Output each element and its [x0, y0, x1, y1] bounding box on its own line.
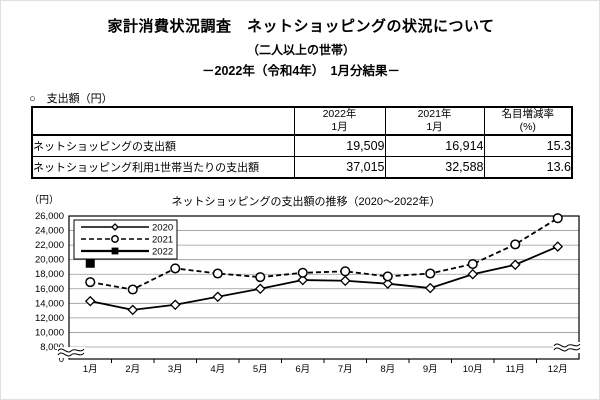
row-label-total: ネットショッピングの支出額	[31, 134, 295, 157]
series-2021-line	[90, 217, 559, 291]
x-tick-label: 7月	[338, 364, 353, 375]
table-header-rate: 名目増減率 (%)	[483, 106, 573, 136]
page-subtitle-period: －2022年（令和4年） 1月分結果－	[202, 64, 400, 78]
table-header-row: 2022年 1月 2021年 1月 名目増減率 (%)	[31, 106, 573, 136]
series-2020-marker	[424, 282, 436, 294]
series-2021-marker	[255, 272, 266, 283]
y-tick-label: 14,000	[35, 298, 64, 309]
row-total-rate: 15.3	[483, 134, 573, 157]
series-2020-marker	[127, 304, 139, 316]
legend-marker-2020	[111, 223, 119, 231]
series-2020-marker	[297, 274, 309, 286]
axis-break-right-icon	[553, 342, 581, 353]
series-2021-marker	[212, 268, 223, 279]
series-2020-marker	[84, 295, 96, 307]
row-per-household-2022: 37,015	[293, 156, 386, 179]
row-per-household-rate: 13.6	[483, 156, 573, 179]
series-2021-marker	[467, 258, 478, 270]
x-tick-label: 8月	[380, 364, 395, 375]
y-tick-label: 12,000	[35, 313, 64, 324]
series-2020-marker	[212, 291, 224, 303]
x-tick-label: 1月	[83, 364, 98, 375]
series-2021-marker	[425, 268, 436, 279]
x-tick-label: 6月	[295, 364, 310, 375]
chart-title: ネットショッピングの支出額の推移（2020～2022年）	[172, 194, 441, 208]
series-2020-marker	[339, 275, 351, 287]
x-tick-label: 2月	[125, 364, 140, 375]
header-2021-year: 2021年	[417, 108, 452, 121]
expenditure-table: 2022年 1月 2021年 1月 名目増減率 (%) ネットショッピングの支出…	[31, 106, 573, 179]
series-2021-marker	[552, 213, 563, 224]
table-header-2021: 2021年 1月	[384, 106, 485, 136]
x-tick-label: 5月	[253, 364, 268, 375]
table-row: ネットショッピングの支出額 19,509 16,914 15.3	[31, 134, 573, 157]
axis-break-right-icon	[553, 347, 581, 352]
table-row: ネットショッピング利用1世帯当たりの支出額 37,015 32,588 13.6	[31, 156, 573, 179]
series-2020-marker	[552, 241, 564, 252]
x-tick-label: 4月	[210, 364, 225, 375]
header-2021-month: 1月	[426, 121, 443, 133]
axis-break-left-icon	[57, 347, 85, 358]
series-2020-marker	[509, 259, 521, 271]
y-tick-label: 16,000	[35, 284, 64, 295]
row-total-2021: 16,914	[384, 134, 485, 157]
axis-break-left-icon	[57, 352, 85, 357]
series-2020-marker	[467, 268, 479, 280]
series-2021-marker	[510, 239, 521, 250]
x-tick-label: 9月	[423, 364, 438, 375]
header-2022-year: 2022年	[322, 108, 357, 121]
expenditure-section-label: ○ 支出額（円）	[29, 93, 113, 105]
y-tick-label: 24,000	[35, 226, 64, 237]
row-total-2022: 19,509	[293, 134, 386, 157]
header-rate-title: 名目増減率	[501, 108, 555, 121]
series-2020-line	[90, 245, 559, 311]
series-2020-marker	[254, 283, 266, 295]
series-2021-marker	[382, 271, 393, 282]
legend-label-2020: 2020	[152, 223, 173, 234]
y-tick-label: 26,000	[35, 211, 64, 222]
y-tick-label: 10,000	[35, 327, 64, 338]
y-tick-label: 8,000	[40, 342, 64, 353]
legend-marker-2021	[111, 235, 119, 243]
header-rate-unit: (%)	[519, 121, 536, 133]
series-2021-marker	[170, 263, 181, 274]
series-2020-marker	[169, 299, 181, 311]
legend-marker-2022	[111, 247, 119, 255]
header-2022-month: 1月	[331, 121, 348, 133]
legend-label-2021: 2021	[152, 235, 173, 246]
row-label-per-household: ネットショッピング利用1世帯当たりの支出額	[31, 156, 295, 179]
table-corner-cell	[31, 106, 295, 136]
y-tick-label: 22,000	[35, 240, 64, 251]
y-axis-unit-label: （円）	[29, 194, 59, 206]
y-tick-label: 20,000	[35, 255, 64, 266]
row-per-household-2021: 32,588	[384, 156, 485, 179]
page-subtitle-household: （二人以上の世帯）	[246, 43, 355, 57]
page-title: 家計消費状況調査 ネットショッピングの状況について	[107, 18, 495, 35]
legend-label-2022: 2022	[152, 247, 173, 258]
x-tick-label: 11月	[506, 364, 525, 375]
x-tick-label: 12月	[548, 364, 568, 375]
series-2020-marker	[382, 278, 394, 290]
axis-break-left-icon	[57, 348, 85, 353]
y-tick-label: 18,000	[35, 269, 64, 280]
x-tick-label: 3月	[168, 364, 183, 375]
series-2021-marker	[297, 267, 308, 278]
series-2021-marker	[85, 277, 96, 288]
expenditure-trend-chart: ネットショッピングの支出額の推移（2020～2022年） （円） 26,000 24,…	[29, 194, 581, 375]
y-tick-label: 0	[59, 354, 64, 365]
axis-break-right-icon	[553, 343, 581, 348]
series-2021-marker	[127, 284, 138, 295]
table-header-2022: 2022年 1月	[293, 106, 386, 136]
series-2021-marker	[340, 266, 351, 277]
series-2022-marker	[85, 258, 95, 268]
x-tick-label: 10月	[463, 364, 483, 375]
